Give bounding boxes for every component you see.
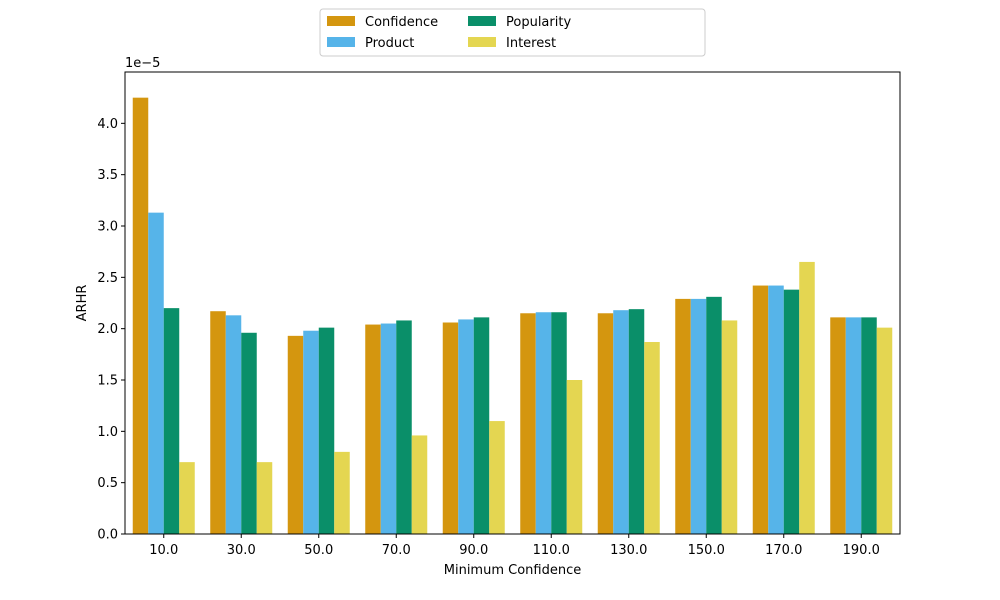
bar-popularity-10.0 xyxy=(163,308,180,534)
bar-popularity-130.0 xyxy=(628,309,645,534)
y-axis-label: ARHR xyxy=(75,285,90,322)
bars-group xyxy=(132,97,893,535)
bar-confidence-30.0 xyxy=(210,311,226,534)
bar-popularity-170.0 xyxy=(783,289,800,534)
legend-swatch-popularity xyxy=(468,16,496,26)
bar-product-30.0 xyxy=(225,315,242,534)
bar-product-170.0 xyxy=(768,285,784,534)
bar-interest-150.0 xyxy=(721,320,738,534)
bar-interest-170.0 xyxy=(799,261,815,534)
bar-interest-70.0 xyxy=(411,435,428,534)
bar-interest-190.0 xyxy=(876,327,893,534)
y-tick-label: 2.0 xyxy=(97,322,118,337)
bar-confidence-150.0 xyxy=(675,298,691,534)
bar-interest-130.0 xyxy=(644,342,660,534)
bar-popularity-30.0 xyxy=(241,332,257,534)
y-axis: 0.0 0.5 1.0 1.5 2.0 2.5 3.0 3.5 4.0 xyxy=(97,117,125,543)
plot-frame xyxy=(124,71,901,535)
legend-label-interest: Interest xyxy=(506,36,556,51)
bar-product-150.0 xyxy=(690,298,707,534)
legend-label-product: Product xyxy=(365,36,414,51)
bar-product-50.0 xyxy=(303,330,319,534)
bar-popularity-70.0 xyxy=(396,320,412,534)
bar-confidence-50.0 xyxy=(287,335,304,534)
bar-interest-110.0 xyxy=(566,380,583,534)
bar-confidence-110.0 xyxy=(520,313,536,534)
x-tick-label: 170.0 xyxy=(765,543,802,558)
x-tick-label: 190.0 xyxy=(843,543,880,558)
bar-interest-30.0 xyxy=(256,462,273,534)
legend-swatch-product xyxy=(327,37,355,47)
bar-popularity-50.0 xyxy=(318,327,335,534)
bar-confidence-170.0 xyxy=(752,285,769,534)
y-tick-label: 2.5 xyxy=(97,271,118,286)
x-axis: 10.0 30.0 50.0 70.0 90.0 110.0 130.0 150.0 170.0… xyxy=(149,534,880,558)
x-tick-label: 130.0 xyxy=(610,543,647,558)
bar-interest-10.0 xyxy=(179,462,195,534)
legend-label-confidence: Confidence xyxy=(365,15,438,30)
x-tick-label: 50.0 xyxy=(304,543,333,558)
legend: Confidence Product Popularity Interest xyxy=(319,8,706,57)
bar-product-110.0 xyxy=(535,312,552,534)
legend-swatch-interest xyxy=(468,37,496,47)
x-axis-label: Minimum Confidence xyxy=(444,563,581,578)
x-tick-label: 70.0 xyxy=(382,543,411,558)
bar-confidence-70.0 xyxy=(365,324,381,534)
bar-popularity-110.0 xyxy=(551,312,567,534)
legend-label-popularity: Popularity xyxy=(506,15,571,30)
y-tick-label: 0.5 xyxy=(97,476,118,491)
x-tick-label: 30.0 xyxy=(227,543,256,558)
bar-product-130.0 xyxy=(613,310,629,534)
x-tick-label: 110.0 xyxy=(533,543,570,558)
bar-popularity-150.0 xyxy=(706,296,722,534)
y-tick-label: 3.5 xyxy=(97,168,118,183)
bar-confidence-90.0 xyxy=(442,322,459,534)
y-tick-label: 1.0 xyxy=(97,425,118,440)
x-tick-label: 90.0 xyxy=(459,543,488,558)
x-tick-label: 150.0 xyxy=(688,543,725,558)
legend-swatch-confidence xyxy=(327,16,355,26)
y-tick-label: 3.0 xyxy=(97,220,118,235)
bar-product-70.0 xyxy=(380,323,397,534)
x-tick-label: 10.0 xyxy=(149,543,178,558)
bar-confidence-190.0 xyxy=(830,317,846,534)
y-offset-label: 1e−5 xyxy=(125,56,160,71)
bar-product-90.0 xyxy=(458,319,474,534)
bar-popularity-190.0 xyxy=(861,317,877,534)
bar-product-10.0 xyxy=(148,212,164,534)
y-tick-label: 0.0 xyxy=(97,528,118,543)
bar-popularity-90.0 xyxy=(473,317,490,534)
bar-product-190.0 xyxy=(845,317,862,534)
bar-confidence-10.0 xyxy=(132,97,149,535)
bar-confidence-130.0 xyxy=(597,313,614,534)
y-tick-label: 1.5 xyxy=(97,374,118,389)
legend-box xyxy=(319,8,706,57)
bar-interest-90.0 xyxy=(489,421,505,534)
y-tick-label: 4.0 xyxy=(97,117,118,132)
bar-interest-50.0 xyxy=(334,451,350,534)
